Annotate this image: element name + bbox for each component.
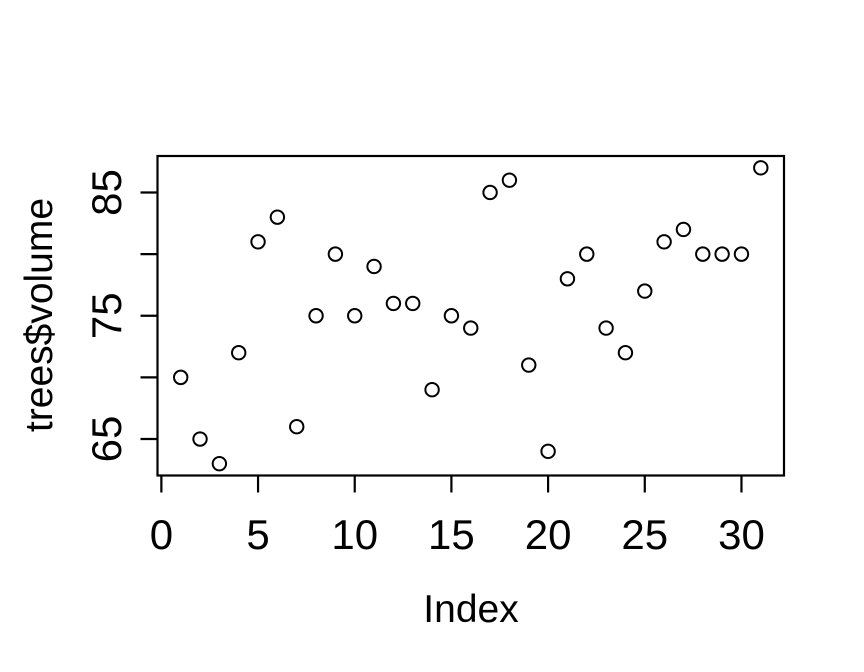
data-point [405, 295, 421, 312]
x-axis-tick-label: 0 [150, 511, 173, 558]
y-axis-title: trees$volume [18, 198, 61, 432]
data-point [733, 246, 750, 262]
data-point [347, 308, 363, 324]
x-axis-tick-label: 25 [621, 511, 668, 558]
y-axis-tick-label: 85 [83, 169, 130, 216]
data-point [192, 431, 208, 447]
data-point [714, 246, 730, 262]
plot-layer: 0 5 10 15 20 25 30 65 75 85 [83, 154, 786, 558]
data-point [231, 345, 247, 361]
data-point [540, 443, 556, 460]
x-axis-title: Index [423, 588, 519, 631]
data-point [463, 320, 479, 336]
data-point [366, 258, 382, 275]
x-axis-tick-label: 20 [525, 511, 572, 558]
data-point [289, 418, 305, 435]
data-point [598, 320, 614, 336]
data-point [250, 234, 266, 250]
data-point [753, 160, 769, 176]
data-point [443, 308, 460, 324]
x-axis-tick-label: 10 [331, 511, 378, 558]
plot-border [156, 154, 786, 477]
data-point [501, 172, 518, 188]
data-point [173, 369, 189, 386]
x-axis-tick-label: 15 [428, 511, 475, 558]
x-axis-tick-label: 5 [246, 511, 269, 558]
data-point [559, 271, 576, 287]
data-point [617, 345, 634, 361]
data-point [637, 283, 653, 299]
data-point [482, 184, 498, 201]
y-axis-tick-label: 75 [83, 292, 130, 339]
data-point [521, 357, 537, 373]
data-point [385, 295, 402, 312]
data-point [695, 246, 711, 262]
data-point [579, 246, 595, 262]
data-point [269, 209, 286, 225]
data-point [211, 455, 228, 472]
data-point [656, 234, 672, 250]
y-axis-tick-label: 65 [83, 416, 130, 463]
data-point [327, 246, 344, 262]
data-point [675, 221, 692, 238]
data-point [308, 308, 324, 324]
x-axis-tick-label: 30 [718, 511, 765, 558]
data-point [424, 382, 440, 398]
